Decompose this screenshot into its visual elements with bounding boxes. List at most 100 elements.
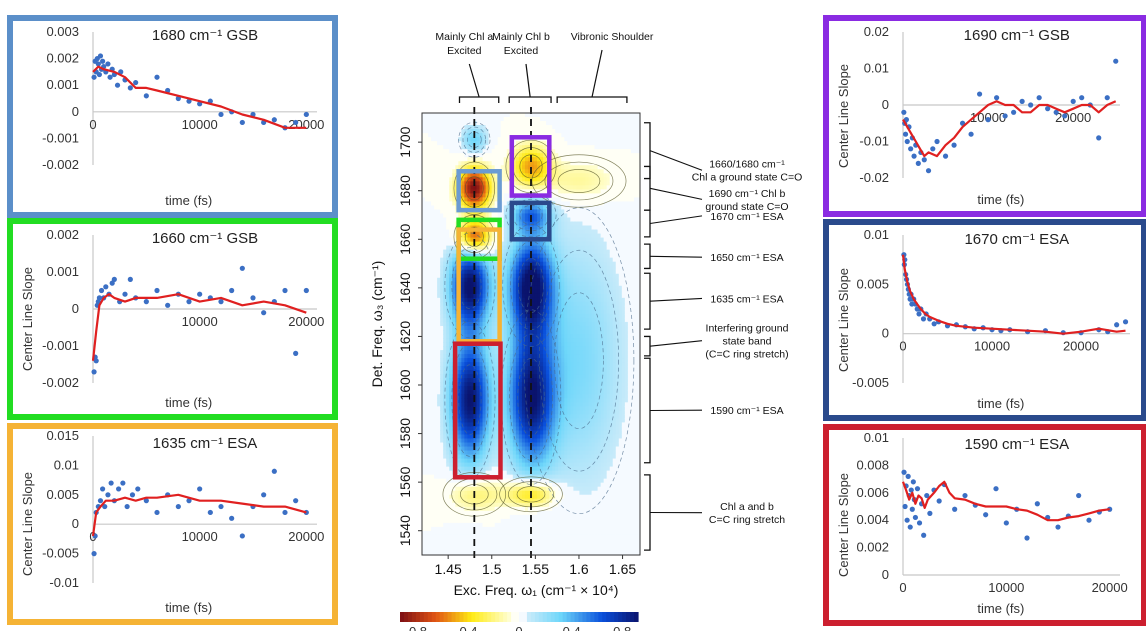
data-point — [906, 474, 911, 479]
panel-title: 1635 cm⁻¹ ESA — [153, 435, 258, 452]
data-point — [112, 277, 117, 282]
data-point — [977, 91, 982, 96]
y-tick-label: -0.001 — [42, 338, 79, 353]
data-point — [176, 504, 181, 509]
y-tick-label: -0.001 — [42, 130, 79, 145]
data-point — [930, 146, 935, 151]
data-point — [1113, 59, 1118, 64]
data-point — [128, 277, 133, 282]
data-point — [905, 139, 910, 144]
data-point — [105, 61, 110, 66]
data-point — [91, 369, 96, 374]
x-axis-label: time (fs) — [977, 601, 1024, 616]
data-point — [1076, 493, 1081, 498]
data-point — [1105, 95, 1110, 100]
data-point — [968, 132, 973, 137]
data-point — [911, 479, 916, 484]
data-point — [304, 288, 309, 293]
data-point — [98, 53, 103, 58]
y-tick-label: 0.002 — [46, 51, 79, 66]
data-point — [937, 498, 942, 503]
data-point — [934, 139, 939, 144]
data-point — [115, 83, 120, 88]
x-axis-label: time (fs) — [977, 396, 1024, 411]
data-point — [1086, 518, 1091, 523]
data-point — [1096, 135, 1101, 140]
x-tick-label: 10000 — [182, 117, 218, 132]
data-point — [908, 146, 913, 151]
data-point — [908, 524, 913, 529]
y-tick-label: 0 — [72, 516, 79, 531]
data-point — [951, 143, 956, 148]
chart-panel-p1635: -0.01-0.00500.0050.010.01501000020000163… — [10, 426, 335, 622]
data-point — [154, 75, 159, 80]
data-point — [304, 112, 309, 117]
y-axis-label: Center Line Slope — [836, 64, 851, 168]
data-point — [218, 299, 223, 304]
data-point — [282, 288, 287, 293]
data-point — [1003, 113, 1008, 118]
data-point — [927, 511, 932, 516]
data-point — [120, 480, 125, 485]
panel-frame — [10, 18, 335, 215]
y-tick-label: 0.002 — [856, 540, 889, 555]
x-tick-label: 10000 — [182, 314, 218, 329]
y-tick-label: 0 — [882, 97, 889, 112]
data-point — [922, 157, 927, 162]
data-point — [1004, 520, 1009, 525]
data-point — [91, 75, 96, 80]
data-point — [1055, 524, 1060, 529]
data-point — [218, 112, 223, 117]
x-axis-label: time (fs) — [165, 193, 212, 208]
data-point — [91, 551, 96, 556]
data-point — [135, 486, 140, 491]
panel-title: 1680 cm⁻¹ GSB — [152, 27, 258, 44]
x-axis-label: time (fs) — [977, 192, 1024, 207]
data-point — [1024, 535, 1029, 540]
y-axis-label: Center Line Slope — [836, 268, 851, 372]
data-point — [133, 80, 138, 85]
data-point — [98, 498, 103, 503]
y-tick-label: 0.005 — [856, 276, 889, 291]
y-tick-label: 0.01 — [54, 457, 79, 472]
data-point — [952, 507, 957, 512]
data-point — [994, 95, 999, 100]
data-point — [144, 93, 149, 98]
data-point — [186, 299, 191, 304]
data-point — [921, 316, 926, 321]
data-point — [144, 299, 149, 304]
data-point — [1011, 110, 1016, 115]
data-point — [116, 486, 121, 491]
data-point — [218, 504, 223, 509]
data-point — [154, 510, 159, 515]
x-tick-label: 20000 — [288, 529, 324, 544]
x-tick-label: 10000 — [182, 529, 218, 544]
y-tick-label: 0 — [882, 567, 889, 582]
data-point — [105, 492, 110, 497]
x-tick-label: 10000 — [988, 580, 1024, 595]
y-tick-label: 0.01 — [864, 430, 889, 445]
data-point — [99, 288, 104, 293]
data-point — [261, 310, 266, 315]
data-point — [293, 120, 298, 125]
x-tick-label: 20000 — [1063, 339, 1099, 354]
x-tick-label: 0 — [899, 580, 906, 595]
y-tick-label: 0 — [72, 104, 79, 119]
data-point — [932, 321, 937, 326]
y-tick-label: 0.005 — [46, 487, 79, 502]
y-tick-label: -0.01 — [49, 575, 79, 590]
data-point — [1114, 322, 1119, 327]
data-point — [913, 515, 918, 520]
data-point — [109, 480, 114, 485]
data-point — [229, 516, 234, 521]
y-tick-label: -0.002 — [42, 157, 79, 172]
y-axis-label: Center Line Slope — [20, 472, 35, 576]
panel-title: 1590 cm⁻¹ ESA — [964, 436, 1069, 453]
data-point — [100, 486, 105, 491]
chart-2d-spectrum: 1540156015801600162016401660168017001.45… — [369, 31, 802, 631]
y-tick-label: 0 — [72, 301, 79, 316]
data-point — [97, 72, 102, 77]
data-point — [915, 486, 920, 491]
